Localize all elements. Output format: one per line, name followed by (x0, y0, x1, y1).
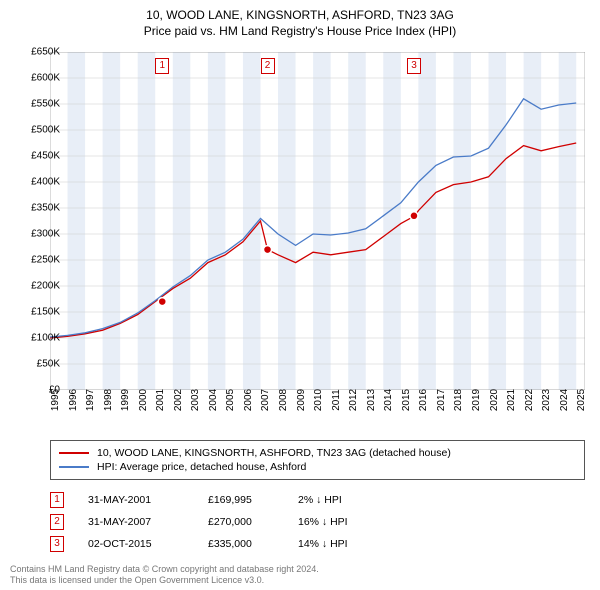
x-tick-label: 2001 (155, 389, 166, 411)
x-tick-label: 2018 (453, 389, 464, 411)
x-tick-label: 2020 (489, 389, 500, 411)
y-tick-label: £500K (31, 125, 60, 136)
x-tick-label: 2022 (524, 389, 535, 411)
sale-marker-icon: 3 (50, 536, 64, 552)
x-tick-label: 2019 (471, 389, 482, 411)
title-address: 10, WOOD LANE, KINGSNORTH, ASHFORD, TN23… (0, 8, 600, 22)
x-tick-label: 2000 (138, 389, 149, 411)
sales-table: 1 31-MAY-2001 £169,995 2% ↓ HPI 2 31-MAY… (50, 486, 398, 558)
title-subtitle: Price paid vs. HM Land Registry's House … (0, 24, 600, 38)
sale-marker-icon: 2 (50, 514, 64, 530)
y-tick-label: £450K (31, 151, 60, 162)
footer-line: This data is licensed under the Open Gov… (10, 575, 319, 586)
x-tick-label: 1996 (68, 389, 79, 411)
x-tick-label: 2024 (559, 389, 570, 411)
legend-label: 10, WOOD LANE, KINGSNORTH, ASHFORD, TN23… (97, 447, 451, 459)
chart-svg (50, 52, 585, 390)
sale-diff: 2% ↓ HPI (298, 494, 398, 506)
legend-item: 10, WOOD LANE, KINGSNORTH, ASHFORD, TN23… (59, 447, 576, 459)
sale-diff: 16% ↓ HPI (298, 516, 398, 528)
sale-date: 31-MAY-2007 (88, 516, 208, 528)
x-tick-label: 2009 (296, 389, 307, 411)
chart-marker-box: 3 (407, 58, 421, 74)
y-tick-label: £50K (37, 359, 60, 370)
x-tick-label: 2003 (190, 389, 201, 411)
y-tick-label: £600K (31, 73, 60, 84)
sale-diff: 14% ↓ HPI (298, 538, 398, 550)
x-tick-label: 1998 (103, 389, 114, 411)
y-tick-label: £400K (31, 177, 60, 188)
x-tick-label: 2005 (225, 389, 236, 411)
x-tick-label: 1999 (120, 389, 131, 411)
sale-date: 02-OCT-2015 (88, 538, 208, 550)
sale-row: 3 02-OCT-2015 £335,000 14% ↓ HPI (50, 536, 398, 552)
x-tick-label: 2011 (331, 389, 342, 411)
x-tick-label: 2015 (401, 389, 412, 411)
x-tick-label: 1997 (85, 389, 96, 411)
sale-price: £335,000 (208, 538, 298, 550)
chart-marker-box: 2 (261, 58, 275, 74)
x-tick-label: 2013 (366, 389, 377, 411)
x-tick-label: 2007 (260, 389, 271, 411)
title-block: 10, WOOD LANE, KINGSNORTH, ASHFORD, TN23… (0, 0, 600, 38)
y-tick-label: £550K (31, 99, 60, 110)
x-tick-label: 2016 (418, 389, 429, 411)
x-tick-label: 2004 (208, 389, 219, 411)
legend: 10, WOOD LANE, KINGSNORTH, ASHFORD, TN23… (50, 440, 585, 480)
x-tick-label: 2006 (243, 389, 254, 411)
x-tick-label: 2002 (173, 389, 184, 411)
x-tick-label: 2012 (348, 389, 359, 411)
sale-price: £270,000 (208, 516, 298, 528)
x-tick-label: 2021 (506, 389, 517, 411)
footer-line: Contains HM Land Registry data © Crown c… (10, 564, 319, 575)
footer: Contains HM Land Registry data © Crown c… (10, 564, 319, 587)
y-tick-label: £250K (31, 255, 60, 266)
sale-marker-icon: 1 (50, 492, 64, 508)
legend-item: HPI: Average price, detached house, Ashf… (59, 461, 576, 473)
x-tick-label: 2008 (278, 389, 289, 411)
x-tick-label: 1995 (50, 389, 61, 411)
legend-swatch (59, 452, 89, 454)
y-tick-label: £200K (31, 281, 60, 292)
sale-date: 31-MAY-2001 (88, 494, 208, 506)
chart-area (50, 52, 585, 390)
sale-price: £169,995 (208, 494, 298, 506)
chart-marker-box: 1 (155, 58, 169, 74)
legend-swatch (59, 466, 89, 468)
chart-container: 10, WOOD LANE, KINGSNORTH, ASHFORD, TN23… (0, 0, 600, 590)
y-tick-label: £300K (31, 229, 60, 240)
sale-row: 2 31-MAY-2007 £270,000 16% ↓ HPI (50, 514, 398, 530)
x-tick-label: 2025 (576, 389, 587, 411)
x-tick-label: 2014 (383, 389, 394, 411)
sale-row: 1 31-MAY-2001 £169,995 2% ↓ HPI (50, 492, 398, 508)
y-tick-label: £100K (31, 333, 60, 344)
x-tick-label: 2010 (313, 389, 324, 411)
y-tick-label: £650K (31, 47, 60, 58)
x-tick-label: 2017 (436, 389, 447, 411)
y-tick-label: £150K (31, 307, 60, 318)
x-tick-label: 2023 (541, 389, 552, 411)
y-tick-label: £350K (31, 203, 60, 214)
legend-label: HPI: Average price, detached house, Ashf… (97, 461, 306, 473)
